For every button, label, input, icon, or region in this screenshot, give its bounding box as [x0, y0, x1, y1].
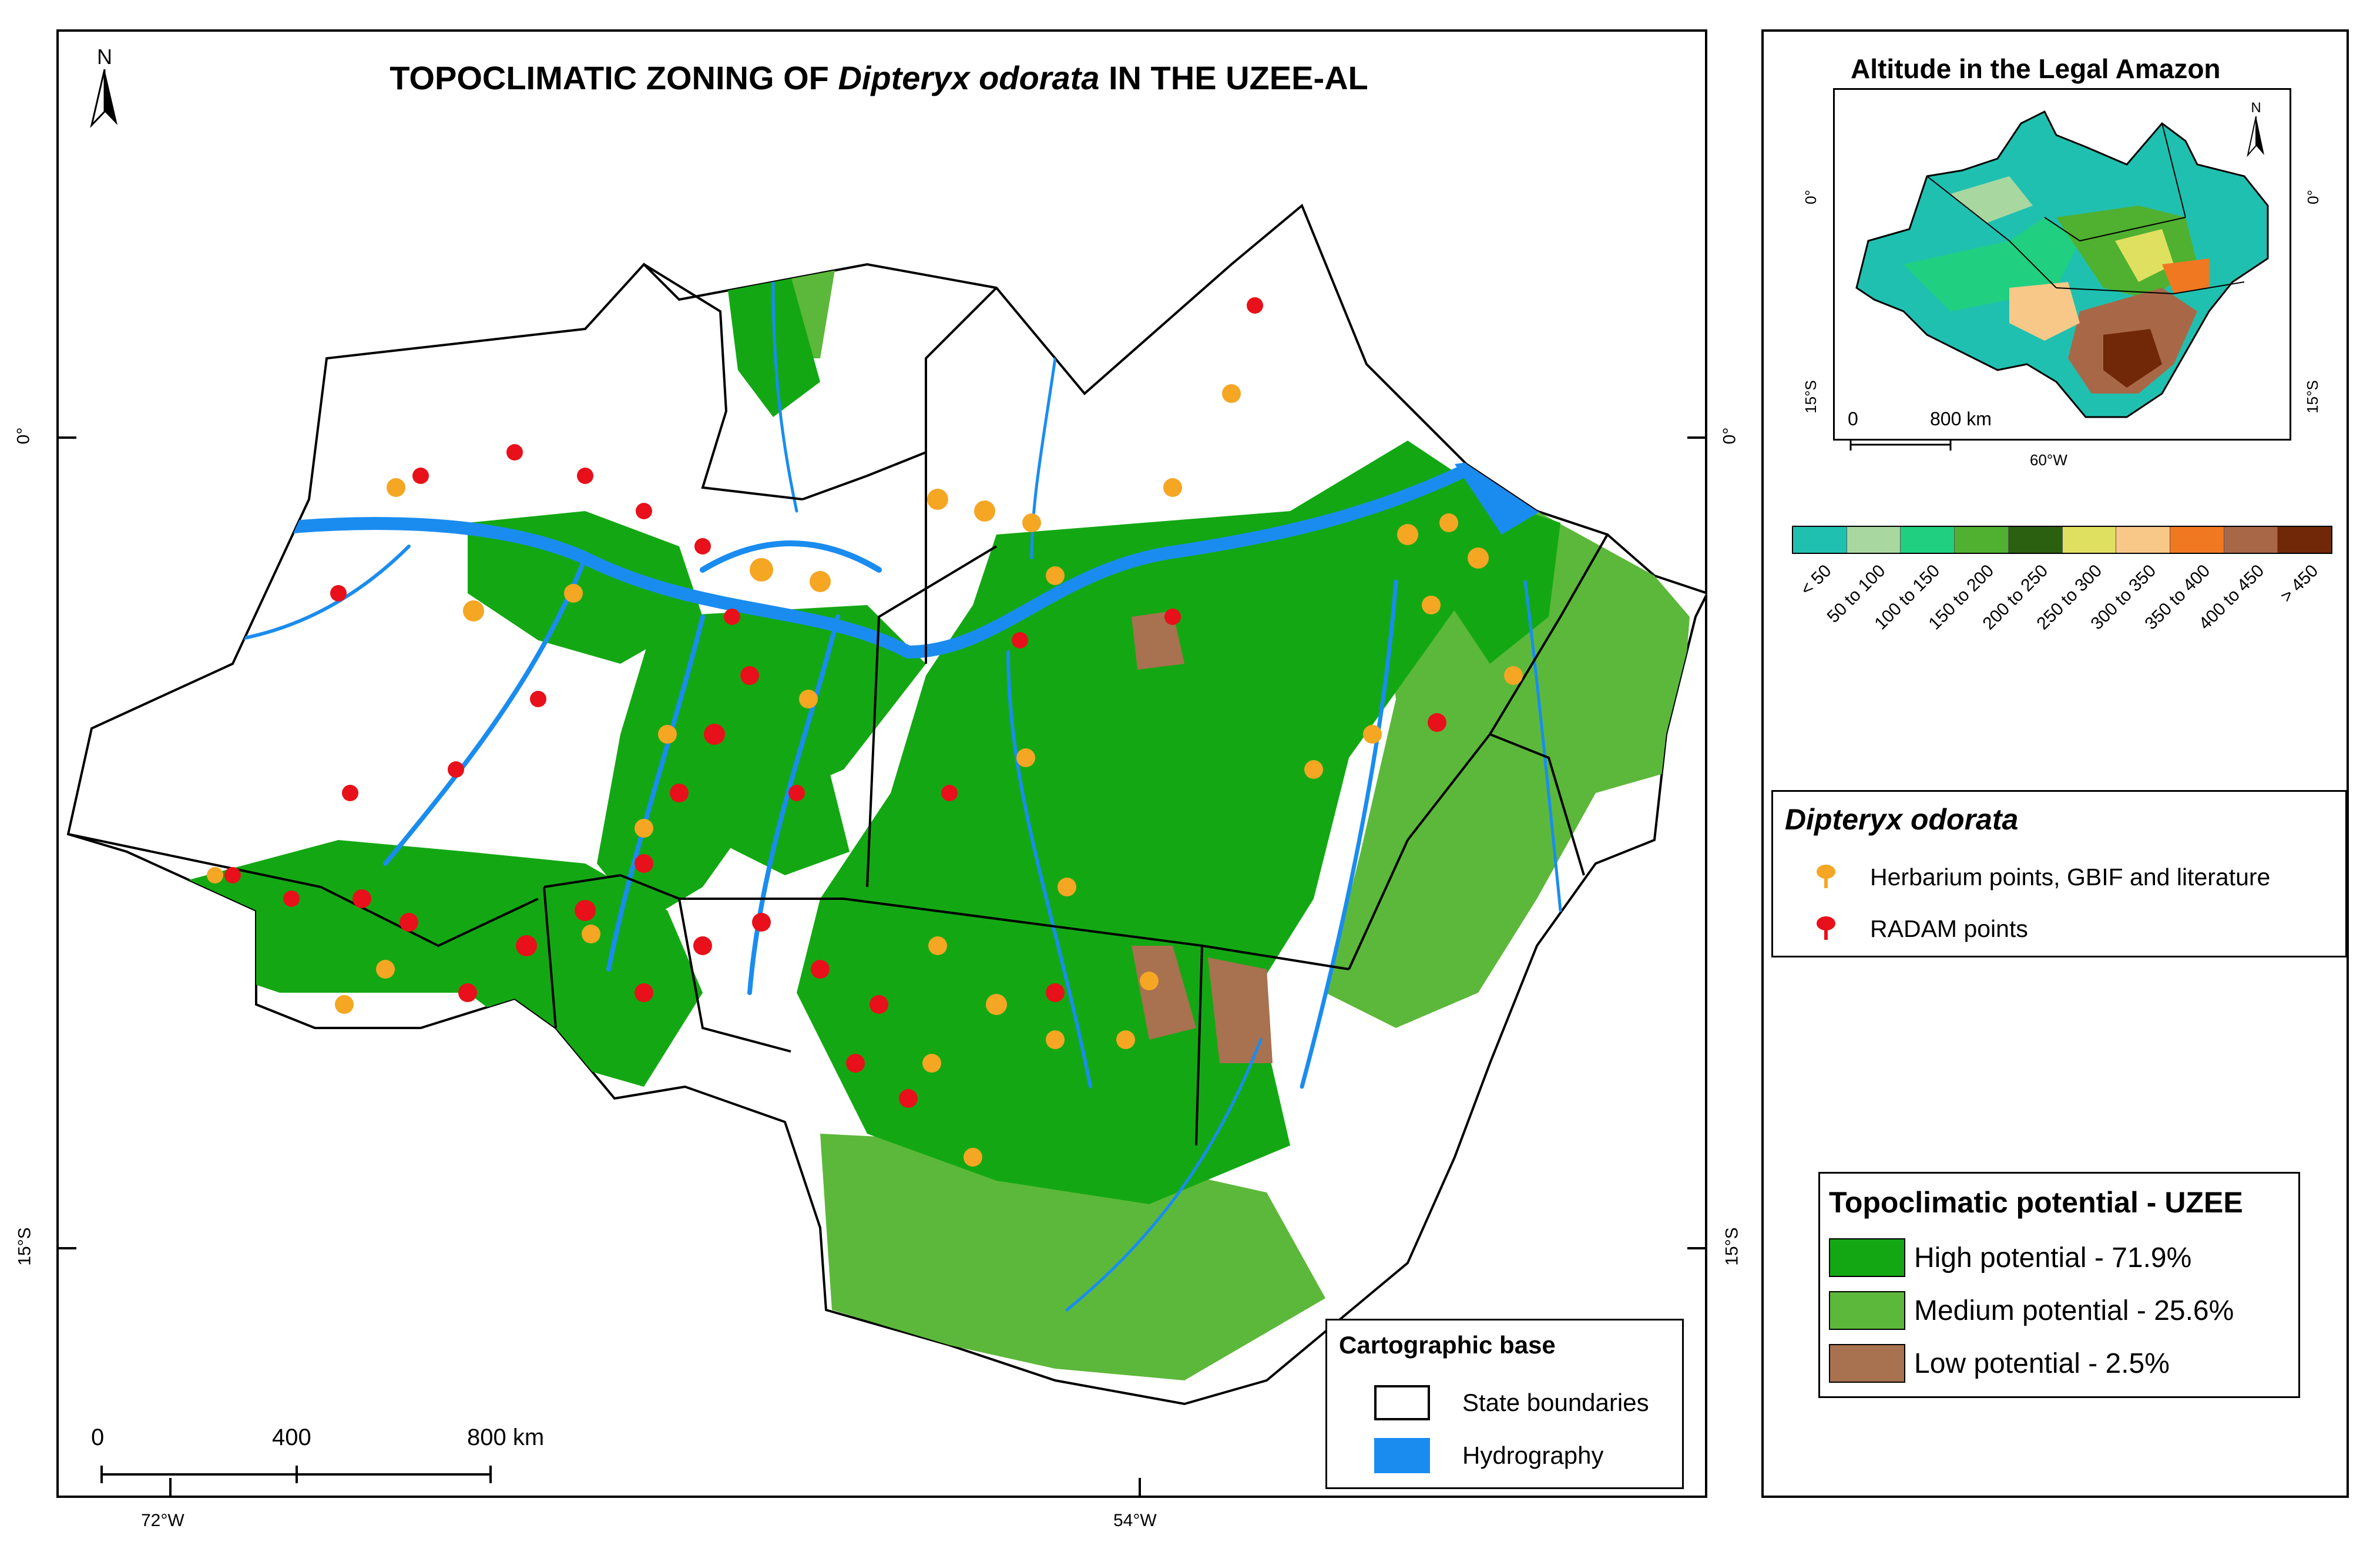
- inset-lat-15s-right: 15°S: [2303, 380, 2321, 414]
- inset-lon-label: 60°W: [2030, 451, 2067, 469]
- high-potential-label: High potential - 71.9%: [1914, 1242, 2192, 1274]
- species-legend: Dipteryx odorata Herbarium points, GBIF …: [1771, 790, 2347, 957]
- amazon-map: [66, 203, 1707, 1406]
- low-potential-zones: [1132, 611, 1273, 1063]
- inset-north-arrow-icon: N: [2244, 100, 2268, 159]
- state-boundaries: [68, 263, 1609, 1146]
- state-boundaries-label: State boundaries: [1462, 1389, 1649, 1416]
- inset-lat-equator-right: 0°: [2304, 190, 2322, 204]
- inset-altitude-map: [1855, 110, 2269, 418]
- potential-legend: Topoclimatic potential - UZEE High poten…: [1818, 1172, 2300, 1398]
- radam-label: RADAM points: [1870, 915, 2028, 942]
- cartographic-legend: Cartographic base State boundaries Hydro…: [1325, 1319, 1684, 1489]
- altitude-ramp-swatch: [1900, 527, 1955, 553]
- inset-scale-bar: 0 800 km: [1848, 408, 1992, 451]
- medium-potential-label: Medium potential - 25.6%: [1914, 1295, 2234, 1326]
- high-potential-zones: [150, 276, 1560, 1204]
- hydrography-swatch: [1374, 1438, 1430, 1473]
- radam-marker-icon: [1817, 916, 1835, 940]
- altitude-ramp-swatch: [2008, 527, 2062, 553]
- inset-lat-15s-left: 15°S: [1801, 380, 1820, 414]
- map-title: TOPOCLIMATIC ZONING OF Dipteryx odorata …: [390, 59, 1368, 96]
- inset-lat-equator-left: 0°: [1801, 190, 1820, 204]
- inset-title: Altitude in the Legal Amazon: [1851, 53, 2221, 84]
- hydrography-rivers: [144, 280, 1562, 1312]
- altitude-ramp-label: > 450: [2276, 561, 2322, 607]
- herbarium-marker-icon: [1817, 865, 1835, 888]
- altitude-ramp-swatch: [2116, 527, 2170, 553]
- herbarium-label: Herbarium points, GBIF and literature: [1870, 863, 2271, 891]
- altitude-ramp-swatch: [2277, 527, 2332, 553]
- lon-label-72w: 72°W: [141, 1511, 184, 1530]
- frame-ticks: [56, 436, 1707, 1498]
- scale-bar: 0 400 800 km: [91, 1424, 545, 1483]
- altitude-ramp-swatch: [1846, 527, 1901, 553]
- altitude-ramp-swatch: [2223, 527, 2278, 553]
- high-potential-swatch: [1829, 1238, 1905, 1277]
- north-label: N: [97, 45, 112, 69]
- altitude-ramp-swatch: [1793, 527, 1847, 553]
- medium-potential-swatch: [1829, 1291, 1905, 1330]
- map-title-species: Dipteryx odorata: [838, 59, 1100, 96]
- hydrography-label: Hydrography: [1462, 1442, 1604, 1469]
- altitude-ramp: < 50 50 to 100 100 to 150 150 to 200 200 to …: [1792, 526, 2332, 690]
- lon-label-54w: 54°W: [1113, 1511, 1157, 1530]
- low-potential-swatch: [1829, 1344, 1905, 1383]
- potential-legend-title: Topoclimatic potential - UZEE: [1829, 1186, 2243, 1219]
- north-arrow-icon: N: [87, 45, 122, 128]
- state-boundaries-swatch: [1374, 1385, 1430, 1420]
- cartographic-legend-title: Cartographic base: [1339, 1331, 1556, 1359]
- low-potential-label: Low potential - 2.5%: [1914, 1348, 2170, 1379]
- herbarium-points: [207, 384, 1523, 1167]
- species-legend-title: Dipteryx odorata: [1785, 803, 2019, 836]
- altitude-ramp-swatch: [2169, 527, 2224, 553]
- radam-points: [224, 297, 1446, 1108]
- altitude-ramp-swatch: [2062, 527, 2116, 553]
- altitude-ramp-label: < 50: [1797, 561, 1835, 600]
- altitude-ramp-swatch: [1954, 527, 2008, 553]
